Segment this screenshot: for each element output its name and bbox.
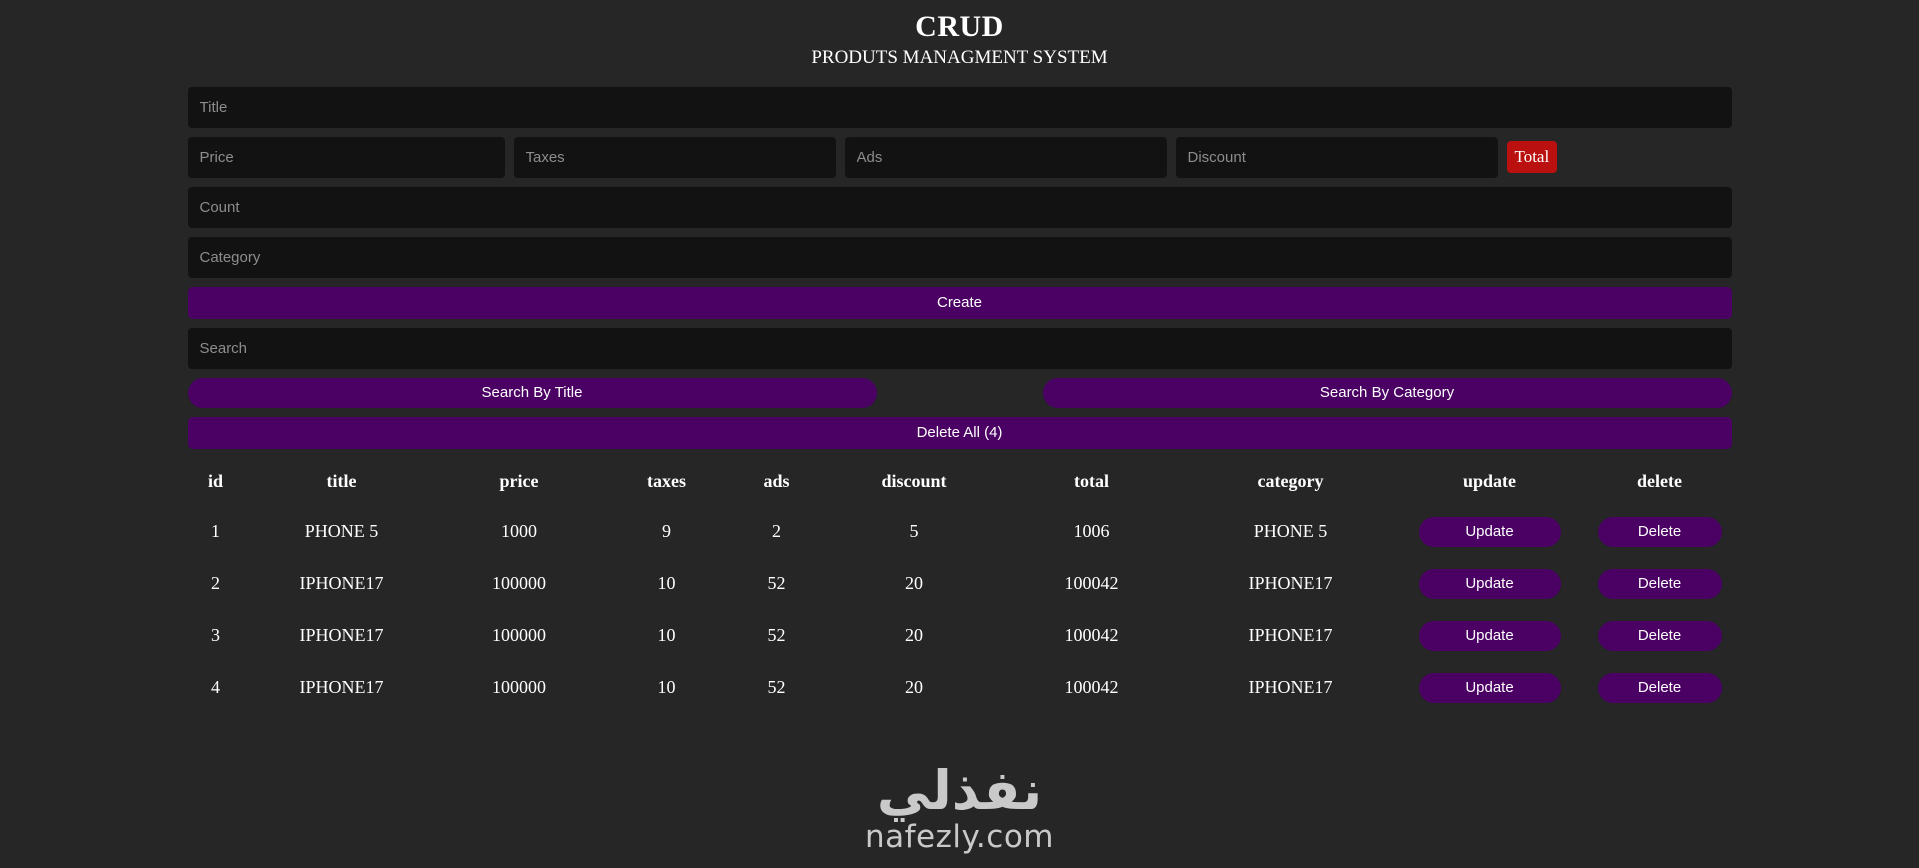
search-by-title-button[interactable]: Search By Title [187, 377, 877, 408]
discount-field-wrap [1175, 136, 1498, 178]
column-header-ads: ads [763, 470, 790, 491]
cell-update: Update [1400, 662, 1580, 714]
price-field-wrap [187, 136, 505, 178]
search-input[interactable] [187, 327, 1732, 369]
cell-taxes: 10 [657, 573, 676, 594]
table-header-row: id title price taxes ads discount total … [180, 471, 1740, 506]
watermark-domain-text: nafezly.com [864, 819, 1054, 856]
cell-price: 100000 [492, 573, 546, 594]
cell-delete: Delete [1580, 506, 1740, 558]
amounts-row: Total [187, 136, 1732, 178]
delete-all-button[interactable]: Delete All (4) [187, 416, 1732, 449]
category-row [187, 236, 1732, 278]
column-header-category: category [1257, 470, 1324, 491]
cell-ads: 52 [767, 625, 786, 646]
cell-total: 100042 [1064, 625, 1119, 646]
delete-button[interactable]: Delete [1597, 672, 1722, 703]
cell-update: Update [1400, 558, 1580, 610]
cell-ads: 2 [772, 521, 781, 542]
column-header-update: update [1462, 470, 1516, 491]
cell-delete: Delete [1580, 610, 1740, 662]
cell-taxes: 10 [657, 625, 676, 646]
column-header-delete: delete [1637, 470, 1682, 491]
cell-title: IPHONE17 [299, 573, 384, 594]
cell-id: 4 [211, 677, 220, 698]
search-row [187, 327, 1732, 369]
count-row [187, 186, 1732, 228]
update-button[interactable]: Update [1418, 516, 1561, 547]
cell-delete: Delete [1580, 662, 1740, 714]
update-button[interactable]: Update [1418, 568, 1561, 599]
watermark: نفذلي nafezly.com [0, 764, 1919, 856]
cell-price: 1000 [501, 521, 537, 542]
update-button[interactable]: Update [1418, 620, 1561, 651]
cell-id: 2 [211, 573, 220, 594]
column-header-title: title [326, 470, 357, 491]
table-row: 3 IPHONE17 100000 10 52 20 100042 IPHONE17 Updat… [180, 610, 1740, 662]
count-input[interactable] [187, 186, 1732, 228]
cell-category: IPHONE17 [1248, 677, 1333, 698]
page-subtitle: PRODUTS MANAGMENT SYSTEM [811, 47, 1108, 68]
table-row: 2 IPHONE17 100000 10 52 20 100042 IPHONE17 Updat… [180, 558, 1740, 610]
taxes-field-wrap [513, 136, 836, 178]
cell-discount: 5 [909, 521, 919, 542]
cell-taxes: 10 [657, 677, 676, 698]
cell-id: 3 [211, 625, 220, 646]
price-input[interactable] [187, 136, 505, 178]
products-table: id title price taxes ads discount total … [180, 471, 1740, 714]
table-body: 1 PHONE 5 1000 9 2 5 1006 PHONE 5 Update Delete 2 I… [180, 506, 1740, 714]
product-form: Total Create Search By Title Search By C… [187, 86, 1732, 449]
cell-category: PHONE 5 [1253, 521, 1328, 542]
create-button[interactable]: Create [187, 286, 1732, 319]
category-input[interactable] [187, 236, 1732, 278]
ads-field-wrap [844, 136, 1167, 178]
watermark-arabic-text: نفذلي [876, 759, 1044, 823]
search-buttons-row: Search By Title Search By Category [187, 377, 1732, 408]
update-button[interactable]: Update [1418, 672, 1561, 703]
cell-id: 1 [211, 521, 220, 542]
column-header-price: price [499, 470, 539, 491]
cell-taxes: 9 [662, 521, 671, 542]
cell-price: 100000 [492, 625, 546, 646]
cell-title: IPHONE17 [299, 625, 384, 646]
cell-category: IPHONE17 [1248, 625, 1333, 646]
cell-category: IPHONE17 [1248, 573, 1333, 594]
delete-button[interactable]: Delete [1597, 620, 1722, 651]
table-row: 4 IPHONE17 100000 10 52 20 100042 IPHONE17 Updat… [180, 662, 1740, 714]
column-header-taxes: taxes [647, 470, 686, 491]
title-row [187, 86, 1732, 128]
cell-title: IPHONE17 [299, 677, 384, 698]
cell-total: 100042 [1064, 677, 1119, 698]
cell-discount: 20 [905, 677, 923, 698]
search-by-category-button[interactable]: Search By Category [1042, 377, 1732, 408]
cell-delete: Delete [1580, 558, 1740, 610]
cell-discount: 20 [905, 573, 923, 594]
cell-price: 100000 [492, 677, 546, 698]
column-header-total: total [1074, 470, 1109, 491]
cell-update: Update [1400, 506, 1580, 558]
column-header-id: id [207, 470, 223, 491]
cell-ads: 52 [767, 677, 786, 698]
app-header: CRUD PRODUTS MANAGMENT SYSTEM [0, 0, 1919, 72]
cell-ads: 52 [767, 573, 786, 594]
cell-title: PHONE 5 [304, 521, 379, 542]
title-input[interactable] [187, 86, 1732, 128]
table-row: 1 PHONE 5 1000 9 2 5 1006 PHONE 5 Update Delete [180, 506, 1740, 558]
cell-total: 100042 [1064, 573, 1119, 594]
table-head: id title price taxes ads discount total … [180, 471, 1740, 506]
cell-discount: 20 [905, 625, 923, 646]
ads-input[interactable] [844, 136, 1167, 178]
column-header-discount: discount [881, 470, 947, 491]
page-title: CRUD [915, 10, 1004, 43]
delete-button[interactable]: Delete [1597, 568, 1722, 599]
discount-input[interactable] [1175, 136, 1498, 178]
cell-update: Update [1400, 610, 1580, 662]
delete-button[interactable]: Delete [1597, 516, 1722, 547]
total-badge: Total [1506, 141, 1558, 174]
cell-total: 1006 [1073, 521, 1110, 542]
taxes-input[interactable] [513, 136, 836, 178]
